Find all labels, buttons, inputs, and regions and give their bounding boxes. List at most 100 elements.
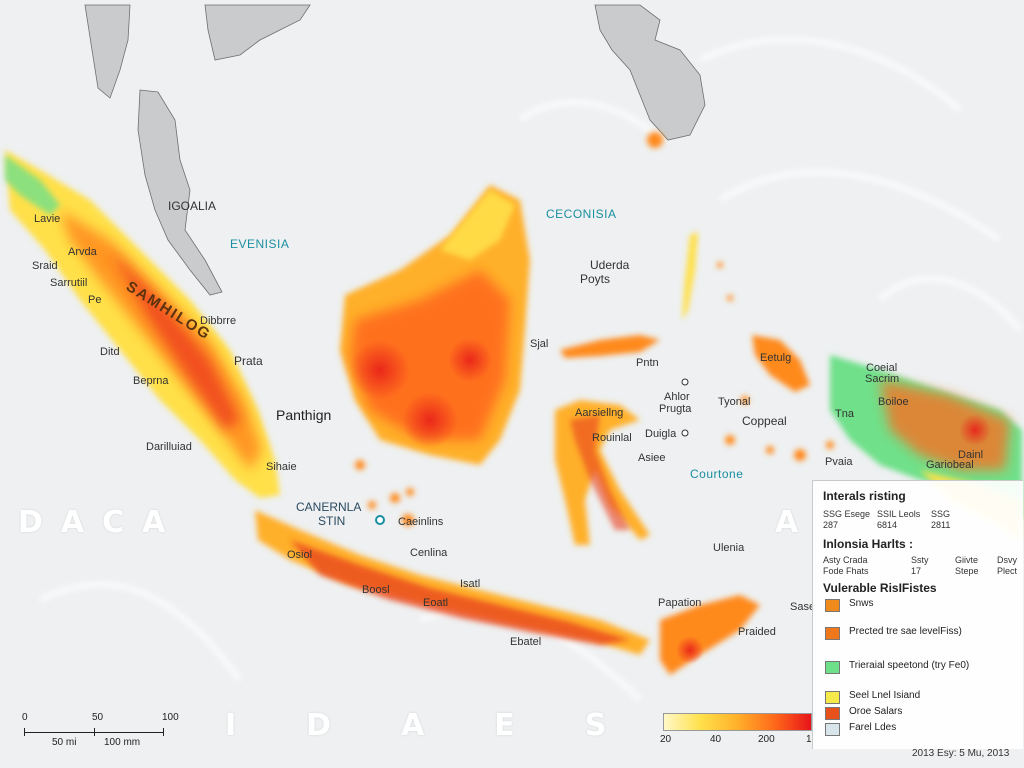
location-marker[interactable] bbox=[681, 378, 689, 386]
color-ramp bbox=[663, 713, 812, 731]
place-label: Ditd bbox=[100, 346, 120, 358]
place-label: Duigla bbox=[645, 428, 677, 440]
place-label: Coeial bbox=[866, 362, 898, 374]
legend-row-cell: Plect bbox=[997, 566, 1018, 576]
legend-row-cell: Asty Crada bbox=[823, 555, 868, 565]
scale-tick: 100 bbox=[162, 712, 179, 723]
place-label: Coppeal bbox=[742, 414, 787, 428]
legend-subtitle: Vulerable RisIFistes bbox=[823, 581, 937, 595]
place-label: Darilluiad bbox=[146, 441, 192, 453]
place-label: Dibbrre bbox=[200, 315, 237, 327]
place-label: Uderda bbox=[590, 258, 630, 272]
legend-col-header: SSIL Leols bbox=[877, 509, 921, 519]
place-label: Caeinlins bbox=[398, 516, 444, 528]
location-marker[interactable] bbox=[681, 429, 689, 437]
place-label: Ahlor bbox=[664, 391, 690, 403]
legend-swatch bbox=[825, 627, 840, 640]
place-label: Dainl bbox=[958, 449, 984, 461]
ramp-tick: 20 bbox=[660, 734, 672, 745]
legend-title: Interals risting bbox=[823, 489, 906, 503]
watermark-right: A bbox=[775, 505, 817, 540]
scale-tick-mark bbox=[94, 728, 95, 736]
place-label: Cenlina bbox=[410, 547, 448, 559]
map-credit: 2013 Esy: 5 Mu, 2013 bbox=[912, 748, 1010, 759]
place-label: Osiol bbox=[287, 549, 313, 561]
place-label: Prugta bbox=[659, 403, 692, 415]
location-marker[interactable] bbox=[375, 515, 385, 525]
place-label: Pvaia bbox=[825, 456, 853, 468]
legend-swatch bbox=[825, 707, 840, 720]
place-label: Pe bbox=[88, 294, 102, 306]
legend-row-cell: Stepe bbox=[955, 566, 979, 576]
legend-col-value: 6814 bbox=[877, 520, 898, 530]
north-strip bbox=[682, 232, 698, 320]
place-label: CANERNLA bbox=[296, 500, 362, 514]
south-island bbox=[255, 510, 760, 675]
legend-item-label: Snws bbox=[849, 598, 874, 609]
central-island bbox=[340, 185, 530, 465]
place-label: Panthign bbox=[276, 407, 332, 423]
scale-tick-mark bbox=[163, 728, 164, 736]
place-label: Arvda bbox=[68, 246, 97, 258]
place-label: Pntn bbox=[636, 357, 659, 369]
place-label: STIN bbox=[318, 514, 346, 528]
place-label: Poyts bbox=[580, 272, 611, 286]
place-label: Boosl bbox=[362, 584, 390, 596]
legend-item-label: Farel Ldes bbox=[849, 722, 897, 733]
place-label: IGOALIA bbox=[168, 199, 217, 213]
place-label: Beprna bbox=[133, 375, 169, 387]
place-label: Rouinlal bbox=[592, 432, 632, 444]
scale-label: 50 mi bbox=[52, 737, 77, 748]
legend-row-cell: Ssty bbox=[911, 555, 929, 565]
watermark-bottom: IDAES bbox=[225, 708, 677, 743]
place-label: Asiee bbox=[638, 452, 666, 464]
ramp-tick: 200 bbox=[758, 734, 775, 745]
legend-item-label: Prected tre sae levelFiss) bbox=[849, 626, 962, 637]
place-label: Eoatl bbox=[423, 597, 449, 609]
place-label: Prata bbox=[234, 354, 263, 368]
place-label: Gariobeal bbox=[926, 459, 974, 471]
ramp-tick: 40 bbox=[710, 734, 722, 745]
place-label: Sase bbox=[790, 601, 816, 613]
legend-swatch bbox=[825, 599, 840, 612]
place-label: Sihaie bbox=[266, 461, 297, 473]
legend-item-label: Trieraial speetond (try Fe0) bbox=[849, 660, 970, 671]
place-label: Eetulg bbox=[760, 352, 792, 364]
sea-label: EVENISIA bbox=[230, 237, 290, 251]
place-label: Ebatel bbox=[510, 636, 542, 648]
legend-row-cell: 17 bbox=[911, 566, 922, 576]
sea-label: Courtone bbox=[690, 467, 744, 481]
west-island bbox=[5, 150, 280, 498]
legend-item-label: Oroe Salars bbox=[849, 706, 903, 717]
scale-tick-mark bbox=[24, 728, 25, 736]
place-label: Aarsiellng bbox=[575, 407, 624, 419]
small-islands bbox=[355, 132, 834, 526]
legend-row-cell: Dsvy bbox=[997, 555, 1017, 565]
legend-swatch bbox=[825, 661, 840, 674]
place-label: Praided bbox=[738, 626, 776, 638]
place-label: Sarrutiil bbox=[50, 277, 88, 289]
watermark-left: DACA bbox=[18, 505, 184, 540]
scale-tick: 0 bbox=[22, 712, 28, 723]
place-label: Ulenia bbox=[713, 542, 745, 554]
legend-item-label: Seel Lnel Isiand bbox=[849, 690, 921, 701]
place-label: Tna bbox=[835, 408, 854, 420]
legend-subtitle: Inlonsia Harlts : bbox=[823, 537, 914, 551]
place-label: Isatl bbox=[460, 578, 481, 590]
legend-col-value: 287 bbox=[823, 520, 839, 530]
sea-label: CECONISIA bbox=[546, 207, 617, 221]
place-label: Sjal bbox=[530, 338, 549, 350]
legend-swatch bbox=[825, 691, 840, 704]
legend-col-header: SSG Esege bbox=[823, 509, 871, 519]
place-label: Sraid bbox=[32, 260, 58, 272]
scale-bar: 0 50 100 50 mi 100 mm bbox=[22, 712, 192, 752]
place-label: Papation bbox=[658, 597, 702, 609]
legend-swatch bbox=[825, 723, 840, 736]
legend-row-cell: Fode Fhats bbox=[823, 566, 869, 576]
legend-panel: Interals risting SSG Esege SSIL Leols SS… bbox=[812, 480, 1023, 749]
scale-tick: 50 bbox=[92, 712, 104, 723]
k-island bbox=[555, 335, 660, 545]
ramp-tick: 1 bbox=[806, 734, 812, 745]
place-label: Tyonal bbox=[718, 396, 751, 408]
